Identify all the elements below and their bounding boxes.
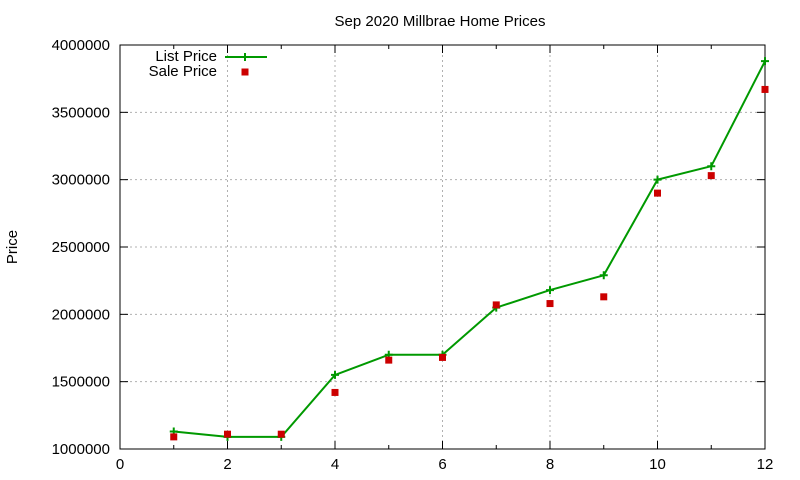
y-tick-label: 3000000 [52,172,110,189]
x-tick-label: 0 [116,456,124,473]
list-price-point [546,286,554,295]
chart-title: Sep 2020 Millbrae Home Prices [335,13,546,30]
sale-price-point [439,353,446,361]
y-tick-label: 1500000 [52,374,110,391]
sale-price-point [546,300,554,308]
list-price-point [653,175,662,184]
legend-marker-sale-price [241,68,249,76]
x-tick-label: 10 [649,456,666,473]
x-tick-label: 2 [223,456,231,473]
x-tick-label: 4 [331,456,339,473]
y-tick-label: 2000000 [52,306,110,323]
x-tick-label: 8 [546,456,554,473]
y-tick-label: 4000000 [52,37,110,54]
sale-price-point [492,301,500,309]
axis-ticks: 1000000 1500000 2000000 2500000 3000000 35000… [52,37,774,473]
sale-price-point [654,189,661,197]
sale-price-point [331,388,339,396]
legend-label-list-price: List Price [155,48,217,65]
sale-price-point [385,356,393,364]
grid-lines [120,45,765,449]
legend-marker-list-price [241,53,249,61]
y-tick-label: 1000000 [52,441,110,458]
series-line-list-price [173,60,766,438]
sale-price-point [707,172,715,180]
legend: List Price Sale Price [149,48,267,80]
list-price-point [331,370,339,379]
sale-price-point [170,433,178,441]
y-axis-label: Price [4,230,21,264]
sale-price-point [600,293,608,301]
sale-price-point [224,430,231,438]
series [169,57,769,441]
x-tick-label: 6 [438,456,446,473]
y-tick-label: 3500000 [52,104,110,121]
sale-price-point [277,430,285,438]
sale-price-point [761,85,769,93]
list-price-point [761,57,769,66]
list-price-point [707,162,716,171]
legend-label-sale-price: Sale Price [149,63,217,80]
y-tick-label: 2500000 [52,239,110,256]
x-tick-label: 12 [757,456,774,473]
list-price-point [599,271,608,280]
